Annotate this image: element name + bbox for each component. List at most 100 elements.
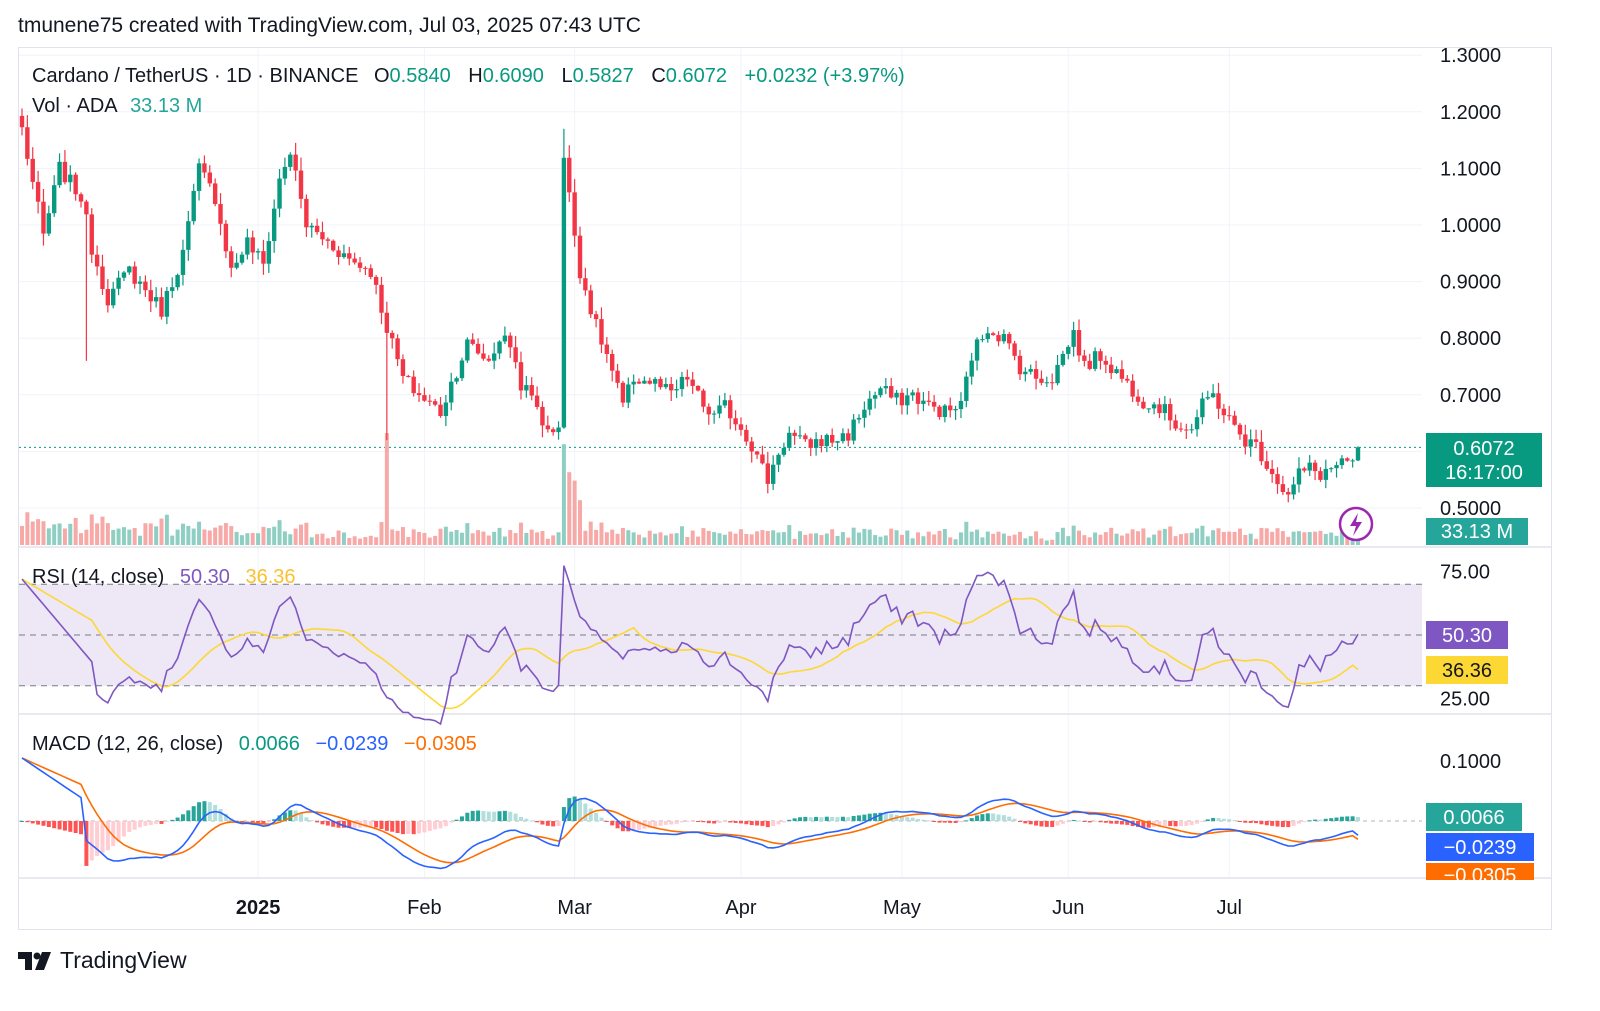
volume-bar — [513, 533, 518, 545]
candle-body — [320, 232, 325, 240]
volume-bar — [502, 536, 507, 545]
volume-bar — [1023, 538, 1028, 545]
macd-histogram-bar — [787, 819, 792, 821]
candle-body — [921, 400, 926, 404]
volume-bar — [127, 529, 132, 545]
macd-histogram-bar — [170, 819, 175, 821]
macd-histogram-bar — [293, 810, 298, 821]
macd-histogram-bar — [1254, 821, 1259, 824]
volume-bar — [545, 538, 550, 545]
volume-bar — [261, 526, 266, 545]
volume-bar — [610, 529, 615, 545]
volume-bar — [1001, 533, 1006, 545]
volume-bar — [384, 433, 389, 545]
volume-bar — [851, 527, 856, 545]
macd-histogram-bar — [368, 821, 373, 828]
price-tick-label: 1.3000 — [1440, 45, 1501, 67]
volume-bar — [1232, 531, 1237, 545]
macd-histogram-bar — [824, 816, 829, 821]
candle-body — [1125, 378, 1130, 381]
candle-body — [314, 225, 320, 233]
volume-bar — [52, 524, 57, 545]
volume-bar — [835, 536, 840, 545]
volume-bar — [245, 533, 250, 545]
macd-histogram-bar — [1001, 815, 1006, 821]
volume-bar — [685, 536, 690, 545]
candle-body — [508, 335, 513, 348]
volume-legend-label: Vol · ADA — [32, 95, 118, 117]
volume-bar — [309, 537, 314, 545]
macd-histogram-bar — [862, 814, 867, 821]
candle-body — [1130, 380, 1135, 397]
tradingview-logo-icon — [18, 951, 51, 970]
volume-bar — [604, 532, 609, 545]
macd-histogram-bar — [669, 821, 674, 825]
legend-change: +0.0232 (+3.97%) — [745, 65, 905, 87]
candles[interactable] — [19, 108, 1361, 503]
candle-body — [282, 166, 288, 179]
candle-body — [561, 157, 567, 428]
volume-bar — [277, 520, 282, 545]
candle-body — [1092, 351, 1098, 369]
candle-body — [1248, 439, 1253, 447]
candle-body — [985, 333, 990, 340]
macd-histogram-bar — [1146, 821, 1151, 828]
macd-histogram-bar — [1076, 820, 1081, 822]
volume-bar — [159, 518, 164, 545]
macd-histogram-bar — [465, 812, 470, 821]
macd-histogram-bar — [1216, 818, 1221, 821]
rsi-tick-label: 75.00 — [1440, 562, 1490, 584]
price-tick-label: 1.0000 — [1440, 215, 1501, 237]
candle-body — [1103, 360, 1109, 365]
macd-histogram-bar — [964, 820, 969, 822]
volume-bar — [336, 530, 341, 545]
lightning-icon[interactable] — [1338, 506, 1374, 542]
volume-bar — [883, 535, 888, 545]
volume-bar — [218, 525, 223, 545]
macd-histogram-bar — [690, 821, 695, 822]
macd-histogram-bar — [1034, 821, 1039, 826]
volume-bar — [374, 537, 379, 545]
price-tick-label: 1.2000 — [1440, 102, 1501, 124]
candle-body — [309, 225, 314, 228]
volume-bar — [1259, 527, 1264, 545]
macd-line — [21, 757, 1359, 870]
legend-low-label: L — [561, 65, 572, 87]
candle-body — [996, 335, 1001, 342]
candle-body — [722, 400, 728, 406]
candle-body — [513, 347, 518, 363]
volume-badge: 33.13 M — [1426, 518, 1528, 545]
macd-histogram-bar — [1200, 821, 1205, 822]
macd-histogram-bar — [835, 817, 840, 821]
candle-body — [1184, 429, 1189, 431]
volume-bar — [964, 521, 969, 545]
macd-histogram-bar — [980, 814, 985, 821]
volume-bar — [1066, 536, 1071, 545]
macd-histogram-bar — [1227, 819, 1232, 821]
candle-body — [105, 289, 111, 306]
candle-body — [153, 297, 159, 302]
volume-bar — [620, 527, 625, 545]
candle-body — [330, 240, 336, 251]
macd-histogram-bar — [411, 821, 416, 835]
macd-histogram-bar — [459, 816, 464, 821]
macd-histogram-bar — [594, 812, 599, 821]
macd-histogram-bar — [261, 821, 266, 824]
legend-high-value: 0.6090 — [483, 65, 544, 87]
chart-frame[interactable] — [18, 47, 1552, 930]
volume-bar — [1227, 531, 1232, 545]
macd-histogram-bar — [1039, 821, 1044, 827]
volume-bar — [1307, 532, 1312, 545]
candle-body — [470, 339, 475, 344]
candle-body — [717, 405, 722, 414]
volume-bar — [1200, 525, 1205, 545]
candle-body — [685, 376, 690, 380]
macd-histogram-bar — [1270, 821, 1275, 826]
volume-bar — [25, 512, 30, 545]
candle-body — [1339, 458, 1345, 466]
volume-bar — [899, 534, 904, 545]
volume-bar — [873, 535, 878, 545]
tradingview-logo[interactable]: TradingView — [18, 947, 187, 974]
legend-high-label: H — [468, 65, 482, 87]
